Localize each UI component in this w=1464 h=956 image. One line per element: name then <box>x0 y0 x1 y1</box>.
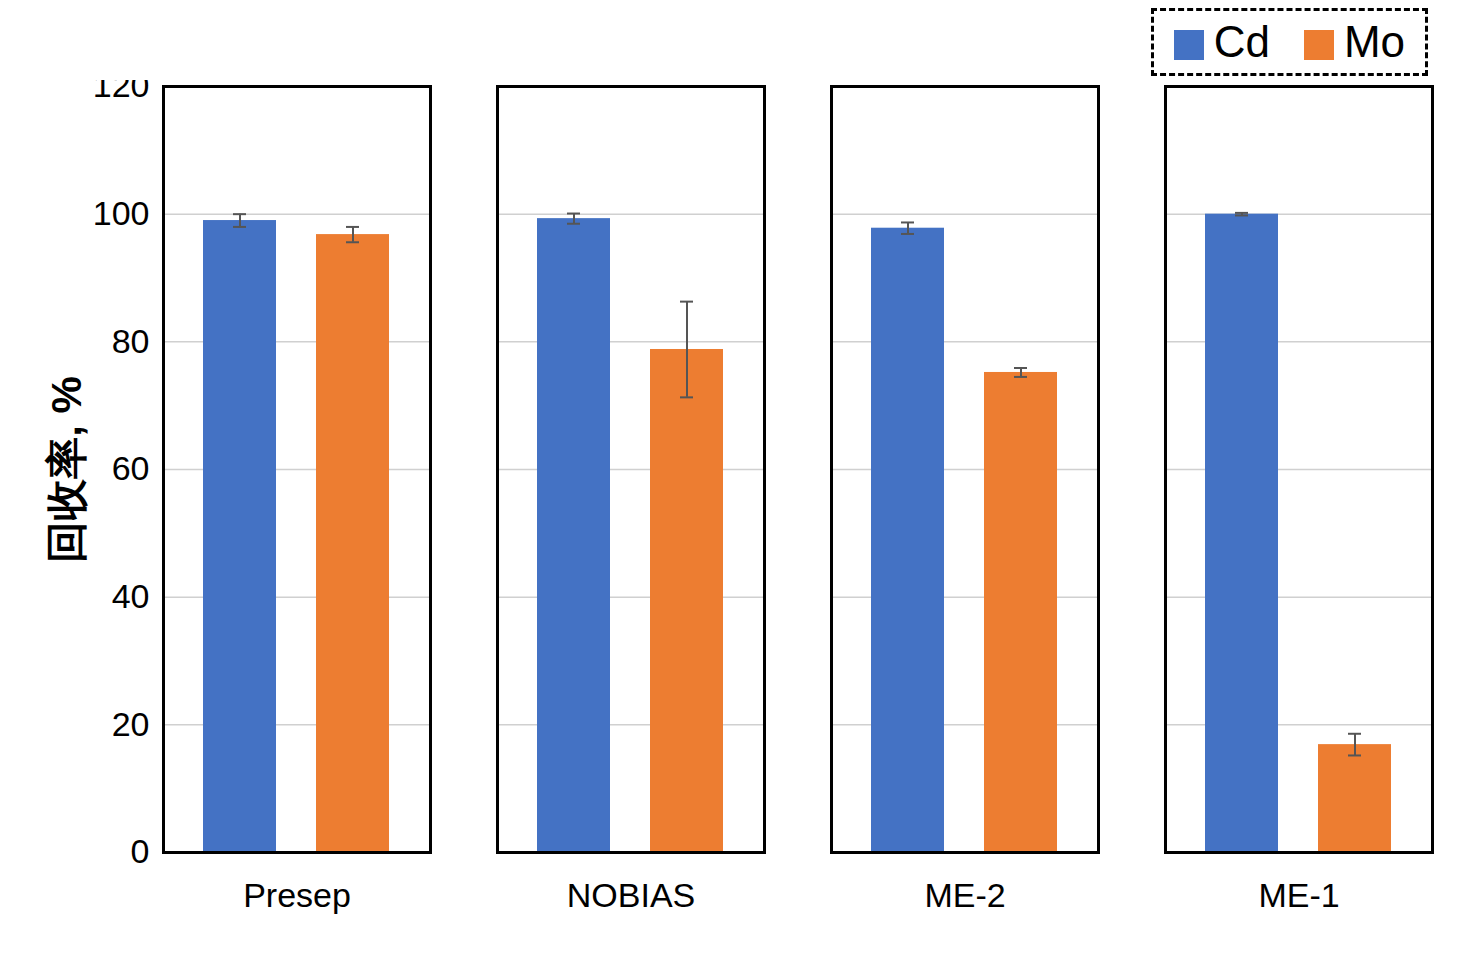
svg-text:120: 120 <box>93 80 150 104</box>
html-text:Mo: Mo <box>1343 17 1405 66</box>
svg-text:回收率, %: 回收率, % <box>43 376 90 563</box>
svg-text:ME-2: ME-2 <box>924 876 1005 914</box>
svg-text:40: 40 <box>112 577 150 615</box>
svg-text:NOBIAS: NOBIAS <box>567 876 695 914</box>
svg-text:Presep: Presep <box>243 876 351 914</box>
svg-text:20: 20 <box>112 705 150 743</box>
svg-text:80: 80 <box>112 322 150 360</box>
svg-text:ME-1: ME-1 <box>1258 876 1339 914</box>
html-text:Cd: Cd <box>1213 17 1270 66</box>
svg-text:0: 0 <box>131 832 150 870</box>
svg-text:100: 100 <box>93 194 150 232</box>
svg-text:60: 60 <box>112 449 150 487</box>
